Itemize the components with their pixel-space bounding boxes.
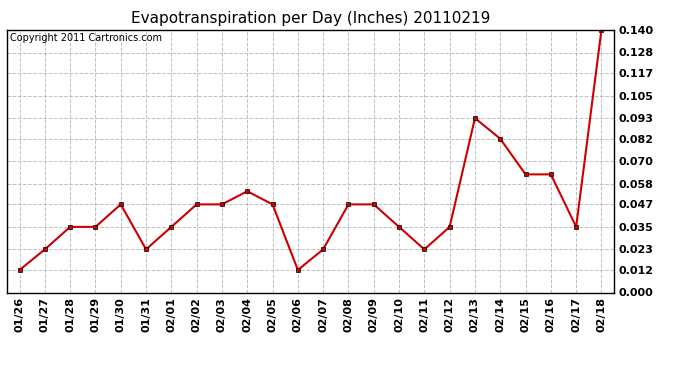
Text: Copyright 2011 Cartronics.com: Copyright 2011 Cartronics.com bbox=[10, 33, 162, 43]
Text: Evapotranspiration per Day (Inches) 20110219: Evapotranspiration per Day (Inches) 2011… bbox=[131, 11, 490, 26]
